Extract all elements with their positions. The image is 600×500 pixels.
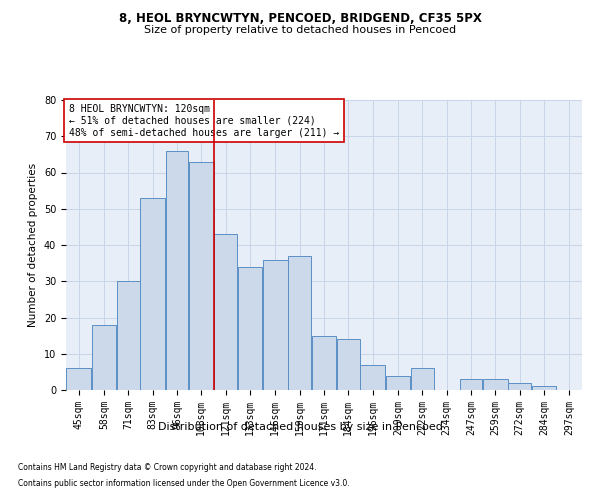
Bar: [411, 368, 434, 390]
Bar: [140, 198, 165, 390]
Text: Size of property relative to detached houses in Pencoed: Size of property relative to detached ho…: [144, 25, 456, 35]
Bar: [289, 256, 311, 390]
Bar: [386, 376, 410, 390]
Bar: [117, 281, 140, 390]
Text: 8, HEOL BRYNCWTYN, PENCOED, BRIDGEND, CF35 5PX: 8, HEOL BRYNCWTYN, PENCOED, BRIDGEND, CF…: [119, 12, 481, 26]
Bar: [214, 234, 237, 390]
Bar: [92, 325, 116, 390]
Text: Contains public sector information licensed under the Open Government Licence v3: Contains public sector information licen…: [18, 478, 350, 488]
Bar: [189, 162, 214, 390]
Text: 8 HEOL BRYNCWTYN: 120sqm
← 51% of detached houses are smaller (224)
48% of semi-: 8 HEOL BRYNCWTYN: 120sqm ← 51% of detach…: [68, 104, 339, 138]
Text: Contains HM Land Registry data © Crown copyright and database right 2024.: Contains HM Land Registry data © Crown c…: [18, 464, 317, 472]
Text: Distribution of detached houses by size in Pencoed: Distribution of detached houses by size …: [158, 422, 442, 432]
Bar: [263, 260, 287, 390]
Bar: [312, 336, 336, 390]
Y-axis label: Number of detached properties: Number of detached properties: [28, 163, 38, 327]
Bar: [238, 267, 262, 390]
Bar: [460, 379, 482, 390]
Bar: [67, 368, 91, 390]
Bar: [166, 151, 188, 390]
Bar: [361, 364, 385, 390]
Bar: [337, 339, 359, 390]
Bar: [483, 379, 508, 390]
Bar: [532, 386, 556, 390]
Bar: [508, 383, 531, 390]
